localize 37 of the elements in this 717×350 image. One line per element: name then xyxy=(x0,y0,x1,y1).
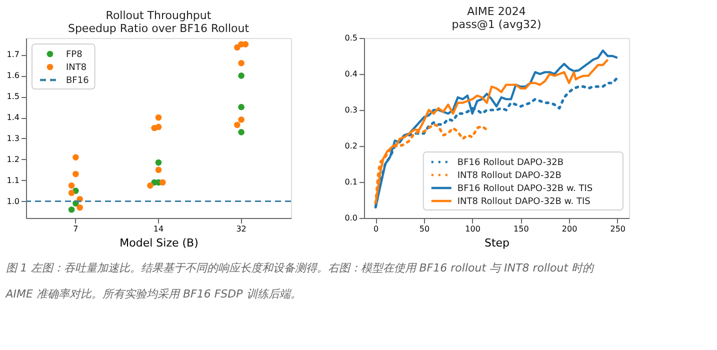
legend-label: INT8 Rollout DAPO-32B w. TIS xyxy=(457,197,591,207)
y-tick-label: 1.0 xyxy=(6,196,20,206)
x-axis-title: Step xyxy=(484,236,510,250)
y-tick-label: 1.5 xyxy=(6,92,20,102)
x-axis-title: Model Size (B) xyxy=(120,236,198,250)
legend-label: INT8 Rollout DAPO-32B xyxy=(457,171,562,181)
legend-label: BF16 Rollout DAPO-32B xyxy=(457,158,564,168)
y-tick-label: 1.1 xyxy=(6,176,20,185)
y-tick-label: 1.6 xyxy=(6,71,20,80)
x-tick-label: 0 xyxy=(374,224,379,234)
y-tick-label: 0.5 xyxy=(344,34,358,42)
y-tick-label: 0.3 xyxy=(344,106,358,114)
legend-label: FP8 xyxy=(66,50,83,60)
y-tick-label: 0.2 xyxy=(344,142,358,150)
x-tick-label: 32 xyxy=(236,224,246,234)
x-tick-label: 100 xyxy=(465,224,480,234)
x-tick-label: 7 xyxy=(73,224,78,234)
chart-title: AIME 2024 xyxy=(467,5,526,18)
y-tick-label: 0.4 xyxy=(344,70,358,78)
x-tick-label: 150 xyxy=(514,224,529,234)
legend-label: BF16 xyxy=(66,76,90,86)
y-tick-label: 1.2 xyxy=(6,154,20,164)
x-tick-label: 50 xyxy=(419,224,430,234)
legend-label: BF16 Rollout DAPO-32B w. TIS xyxy=(457,184,593,194)
x-tick-label: 14 xyxy=(153,224,164,234)
y-tick-label: 0.0 xyxy=(344,214,358,222)
legend-label: INT8 xyxy=(66,63,87,73)
chart-subtitle: Speedup Ratio over BF16 Rollout xyxy=(68,22,250,35)
y-tick-label: 0.1 xyxy=(344,178,358,186)
y-tick-label: 1.4 xyxy=(6,113,20,122)
x-tick-label: 250 xyxy=(610,224,626,234)
chart-subtitle: pass@1 (avg32) xyxy=(452,18,542,31)
y-tick-label: 1.3 xyxy=(6,134,20,143)
x-tick-label: 200 xyxy=(562,224,578,234)
chart-title: Rollout Throughput xyxy=(106,9,212,22)
caption: 图 1 左图：吞吐量加速比。结果基于不同的响应长度和设备测得。右图：模型在使用 BF16 rollout 与 INT8 rollout 时的 AIME 准确率对比。所有实验均采用 BF16 FSDP 训练后端。 xyxy=(4,262,595,300)
y-tick-label: 1.7 xyxy=(6,50,20,60)
